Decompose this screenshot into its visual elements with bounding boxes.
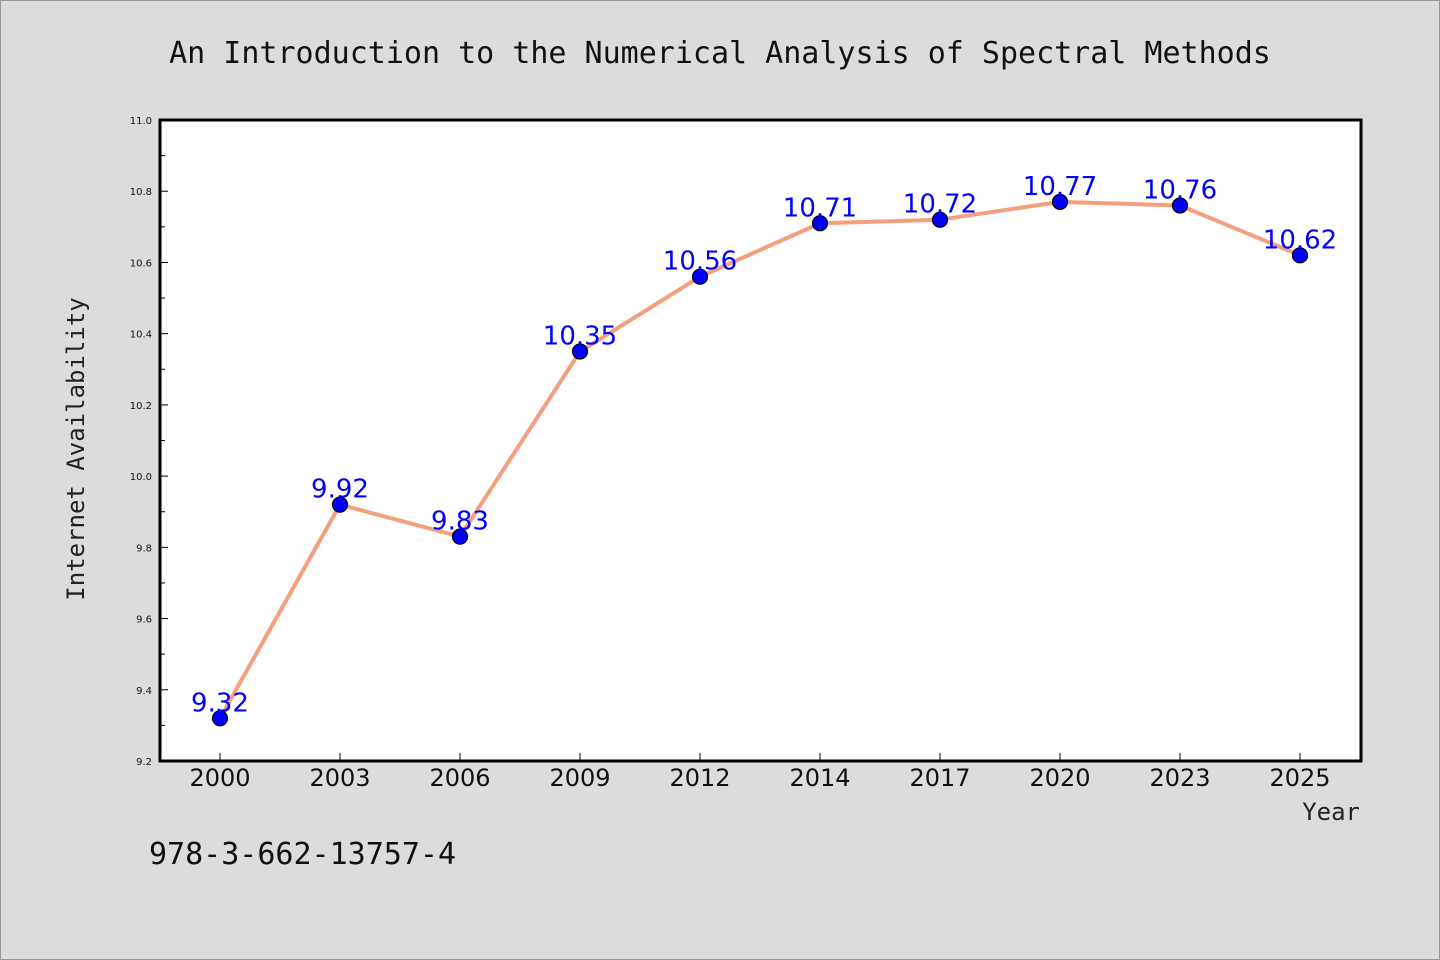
data-labels: 9.32 9.92 9.83 10.35 10.56 10.71 10.72 10.77 10.… bbox=[191, 172, 1337, 718]
data-label: 9.92 bbox=[311, 475, 369, 505]
x-tick-label: 2025 bbox=[1269, 764, 1330, 792]
data-label: 10.71 bbox=[783, 193, 857, 223]
y-tick-label: 10.6 bbox=[130, 258, 152, 269]
y-tick-label: 10.2 bbox=[130, 401, 152, 412]
x-tick-label: 2017 bbox=[909, 764, 970, 792]
x-tick-label: 2014 bbox=[789, 764, 850, 792]
data-point bbox=[931, 211, 949, 228]
series-line bbox=[218, 199, 1301, 720]
data-label: 10.62 bbox=[1263, 225, 1337, 255]
data-point bbox=[811, 215, 829, 232]
data-label: 9.32 bbox=[191, 688, 249, 718]
y-tick-label: 10.0 bbox=[130, 472, 152, 483]
data-point bbox=[571, 343, 589, 360]
data-label: 10.76 bbox=[1143, 175, 1217, 205]
y-tick-label: 9.4 bbox=[136, 686, 152, 697]
plot-border bbox=[158, 118, 1363, 763]
data-label: 10.72 bbox=[903, 190, 977, 220]
data-point bbox=[1051, 193, 1069, 211]
y-tick-label: 10.8 bbox=[130, 187, 152, 198]
data-points bbox=[211, 193, 1309, 727]
y-tick-label: 9.8 bbox=[136, 543, 152, 554]
data-point bbox=[451, 528, 469, 545]
y-tick-label: 10.4 bbox=[130, 330, 152, 341]
chart-title: An Introduction to the Numerical Analysi… bbox=[169, 36, 1271, 71]
data-point bbox=[1171, 197, 1189, 214]
data-label: 9.83 bbox=[431, 507, 489, 537]
data-label: 10.56 bbox=[663, 247, 737, 277]
y-axis: 9.2 9.4 9.6 9.8 10.0 10.2 10.4 10.6 10.8 11.0 bbox=[130, 116, 168, 768]
plot-area bbox=[160, 120, 1361, 761]
x-tick-label: 2020 bbox=[1029, 764, 1090, 792]
x-tick-label: 2009 bbox=[549, 764, 610, 792]
x-tick-label: 2012 bbox=[669, 764, 730, 792]
data-point bbox=[1291, 247, 1309, 264]
data-label: 10.77 bbox=[1023, 172, 1097, 202]
data-point bbox=[211, 710, 229, 727]
data-label: 10.35 bbox=[543, 321, 617, 351]
y-axis-label: Internet Availability bbox=[62, 297, 90, 600]
y-tick-label: 9.2 bbox=[136, 757, 152, 768]
x-axis: 2000 2003 2006 2009 2012 2014 2017 2020 2023 2025 bbox=[189, 753, 1331, 792]
y-tick-label: 11.0 bbox=[130, 116, 152, 127]
data-point bbox=[331, 496, 349, 513]
isbn-text: 978-3-662-13757-4 bbox=[149, 837, 456, 872]
x-tick-label: 2006 bbox=[429, 764, 490, 792]
x-tick-label: 2023 bbox=[1149, 764, 1210, 792]
y-tick-label: 9.6 bbox=[136, 615, 152, 626]
x-axis-label: Year bbox=[1302, 798, 1360, 826]
data-point bbox=[691, 268, 709, 285]
x-tick-label: 2000 bbox=[189, 764, 250, 792]
x-tick-label: 2003 bbox=[309, 764, 370, 792]
